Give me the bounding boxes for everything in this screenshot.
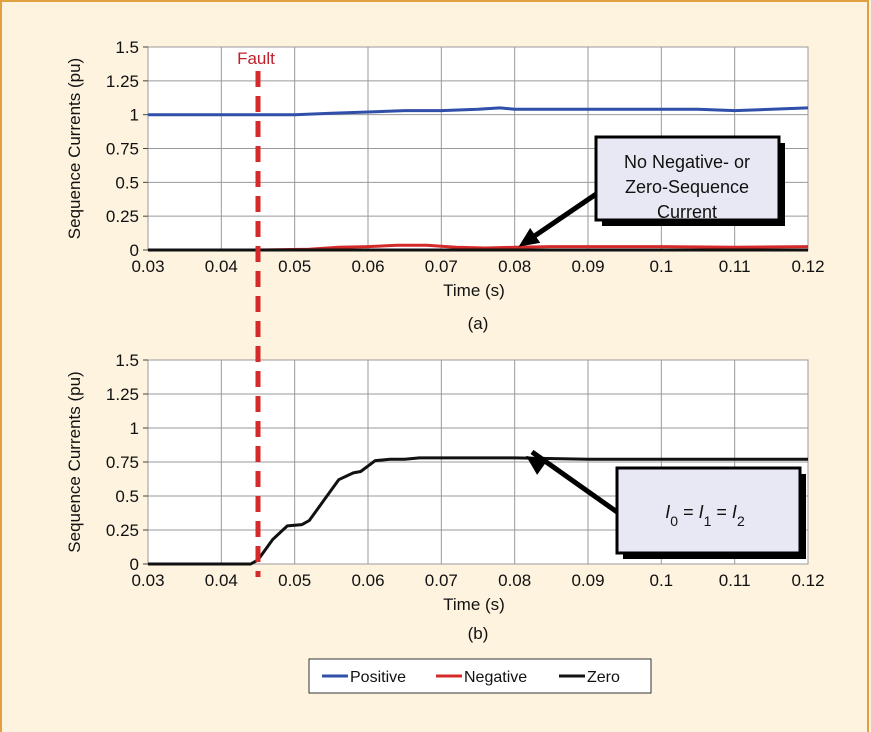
y-tick-label: 1	[130, 106, 139, 125]
x-tick-label: 0.1	[650, 571, 674, 590]
callout-text-line: Zero-Sequence	[625, 177, 749, 197]
x-axis-label: Time (s)	[443, 595, 505, 614]
y-axis-label: Sequence Currents (pu)	[65, 58, 84, 239]
callout-text-line: Current	[657, 202, 717, 222]
x-tick-label: 0.05	[278, 257, 311, 276]
x-tick-label: 0.07	[425, 571, 458, 590]
y-tick-label: 0.5	[115, 487, 139, 506]
equation-part: 1	[704, 513, 712, 529]
series-line-positive	[148, 106, 809, 117]
x-tick-label: 0.08	[498, 257, 531, 276]
y-tick-label: 0.75	[106, 140, 139, 159]
y-tick-label: 0.75	[106, 453, 139, 472]
x-tick-label: 0.07	[425, 257, 458, 276]
callout-equation: I0 = I1 = I2	[665, 502, 745, 529]
y-tick-label: 0	[130, 241, 139, 260]
callout-box	[615, 466, 802, 555]
y-tick-label: 0	[130, 555, 139, 574]
x-axis-label: Time (s)	[443, 281, 505, 300]
fault-label: Fault	[237, 49, 275, 68]
x-tick-label: 0.12	[791, 257, 824, 276]
y-tick-label: 1	[130, 419, 139, 438]
equation-part: =	[678, 502, 699, 522]
y-tick-label: 1.5	[115, 38, 139, 57]
callout-arrowhead	[526, 455, 548, 475]
equation-part: I	[699, 502, 704, 522]
legend-label: Positive	[350, 669, 406, 686]
equation-part: =	[711, 502, 732, 522]
equation-part: I	[665, 502, 670, 522]
x-tick-label: 0.09	[571, 257, 604, 276]
callout-box	[594, 135, 781, 222]
panel-label: (a)	[468, 314, 489, 333]
y-tick-label: 1.25	[106, 72, 139, 91]
x-tick-label: 0.03	[131, 571, 164, 590]
x-tick-label: 0.1	[650, 257, 674, 276]
equation-part: 0	[670, 513, 678, 529]
x-tick-label: 0.08	[498, 571, 531, 590]
panel-label: (b)	[468, 624, 489, 643]
y-tick-label: 1.5	[115, 351, 139, 370]
equation-part: I	[732, 502, 737, 522]
panel-b-chart: 0.03 0.04 0.05 0.06 0.07 0.08 0.09 0.1 0.11 0.12 0…	[65, 351, 825, 643]
x-tick-label: 0.11	[719, 571, 751, 590]
panel-a-chart: 0.03 0.04 0.05 0.06 0.07 0.08 0.09 0.1 0.11 0.12 0…	[65, 38, 825, 333]
y-tick-label: 1.25	[106, 385, 139, 404]
x-tick-label: 0.04	[205, 257, 238, 276]
y-tick-label: 0.5	[115, 173, 139, 192]
y-tick-label: 0.25	[106, 521, 139, 540]
x-tick-label: 0.05	[278, 571, 311, 590]
legend-box	[308, 658, 652, 694]
y-axis-label: Sequence Currents (pu)	[65, 371, 84, 552]
series-line-zero	[148, 456, 808, 566]
x-tick-label: 0.04	[205, 571, 238, 590]
legend: Positive Negative Zero	[308, 658, 652, 694]
legend-label: Negative	[464, 669, 527, 686]
x-tick-label: 0.09	[571, 571, 604, 590]
callout-text-line: No Negative- or	[624, 152, 750, 172]
callout-arrowhead	[518, 227, 541, 247]
y-tick-label: 0.25	[106, 207, 139, 226]
x-tick-label: 0.06	[351, 571, 384, 590]
equation-part: 2	[737, 513, 745, 529]
x-tick-label: 0.06	[351, 257, 384, 276]
x-tick-label: 0.11	[719, 257, 751, 276]
fault-marker: Fault	[237, 49, 275, 577]
legend-label: Zero	[587, 669, 620, 686]
x-tick-label: 0.12	[791, 571, 824, 590]
callout-arrow-line	[523, 183, 610, 245]
x-tick-label: 0.03	[131, 257, 164, 276]
